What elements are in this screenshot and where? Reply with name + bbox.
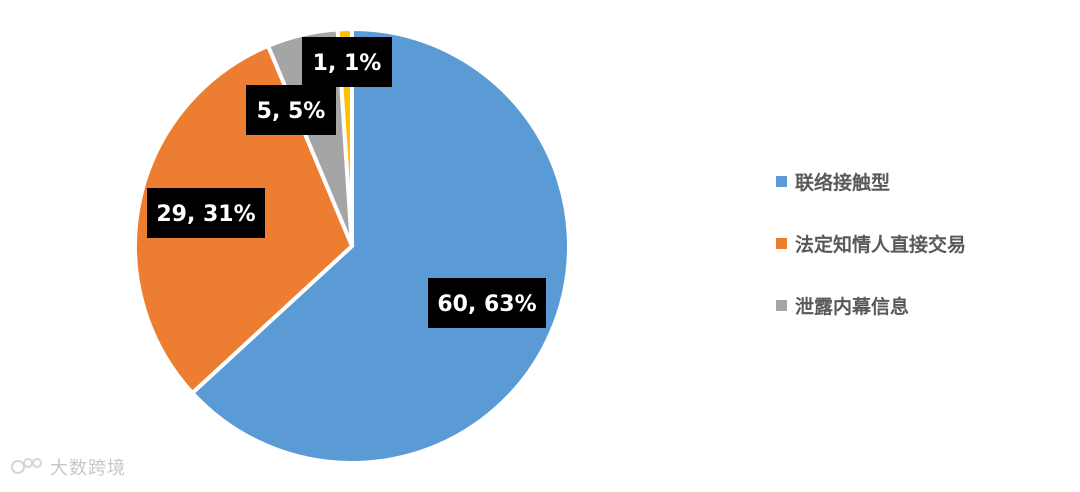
data-label: 29, 31% [147,188,265,238]
legend-label: 泄露内幕信息 [795,295,910,318]
legend-label: 联络接触型 [795,171,891,194]
data-label-text: 1, 1% [313,51,382,76]
legend-swatch [776,175,787,187]
legend-swatch [776,237,787,249]
data-label-box [246,85,336,135]
legend-item-insider-trading: 法定知情人直接交易 [776,228,1066,258]
data-label-text: 60, 63% [437,292,536,317]
data-label-box [302,37,392,87]
watermark: 大数跨境 [10,454,126,480]
watermark-text: 大数跨境 [50,458,126,479]
data-label-box [428,278,546,328]
data-label: 60, 63% [428,278,546,328]
data-label: 5, 5% [246,85,336,135]
legend-label: 法定知情人直接交易 [795,233,967,256]
legend-item-contact: 联络接触型 [776,166,1066,196]
slice-contact [189,26,571,465]
legend-swatch [776,299,787,311]
watermark-logo-icon [11,458,42,474]
data-label: 1, 1% [302,37,392,87]
legend: 联络接触型 法定知情人直接交易 泄露内幕信息 [776,166,1066,352]
data-label-box [147,188,265,238]
data-label-text: 29, 31% [156,202,255,227]
data-label-text: 5, 5% [257,99,326,124]
legend-item-leak: 泄露内幕信息 [776,290,1066,320]
